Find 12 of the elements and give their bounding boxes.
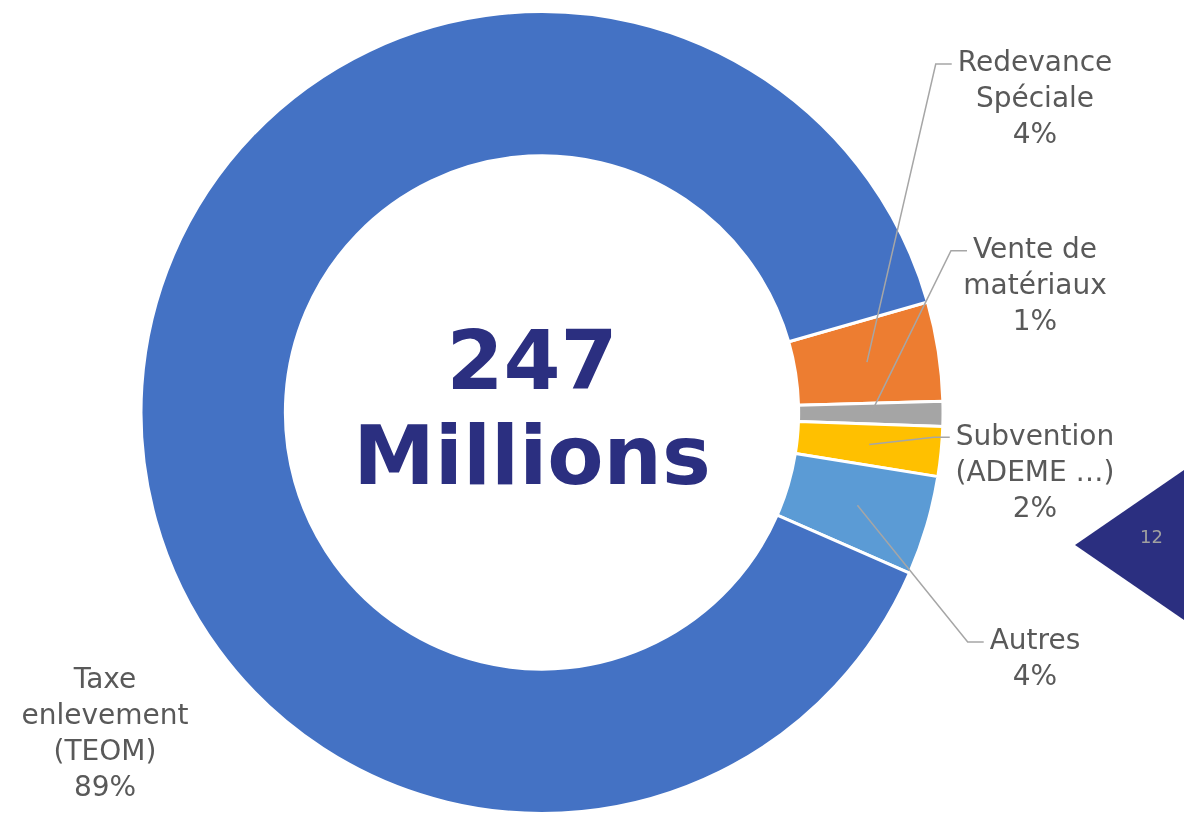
slice-label: Redevance Spéciale bbox=[957, 45, 1113, 115]
data-label: 2% bbox=[1012, 490, 1058, 524]
data-label: 4% bbox=[1012, 659, 1058, 693]
slice-label: Subvention (ADEME …) bbox=[955, 418, 1115, 488]
text: 247 Millions bbox=[353, 312, 711, 503]
text: 12 bbox=[1140, 526, 1163, 547]
slice-label: Autres bbox=[989, 623, 1081, 657]
slice-label: Vente de matériaux bbox=[963, 231, 1107, 301]
data-label: 4% bbox=[1012, 117, 1058, 151]
data-label: 89% bbox=[73, 770, 137, 804]
slice-label: Taxe enlevement (TEOM) bbox=[21, 662, 189, 768]
data-label: 1% bbox=[1012, 303, 1058, 337]
